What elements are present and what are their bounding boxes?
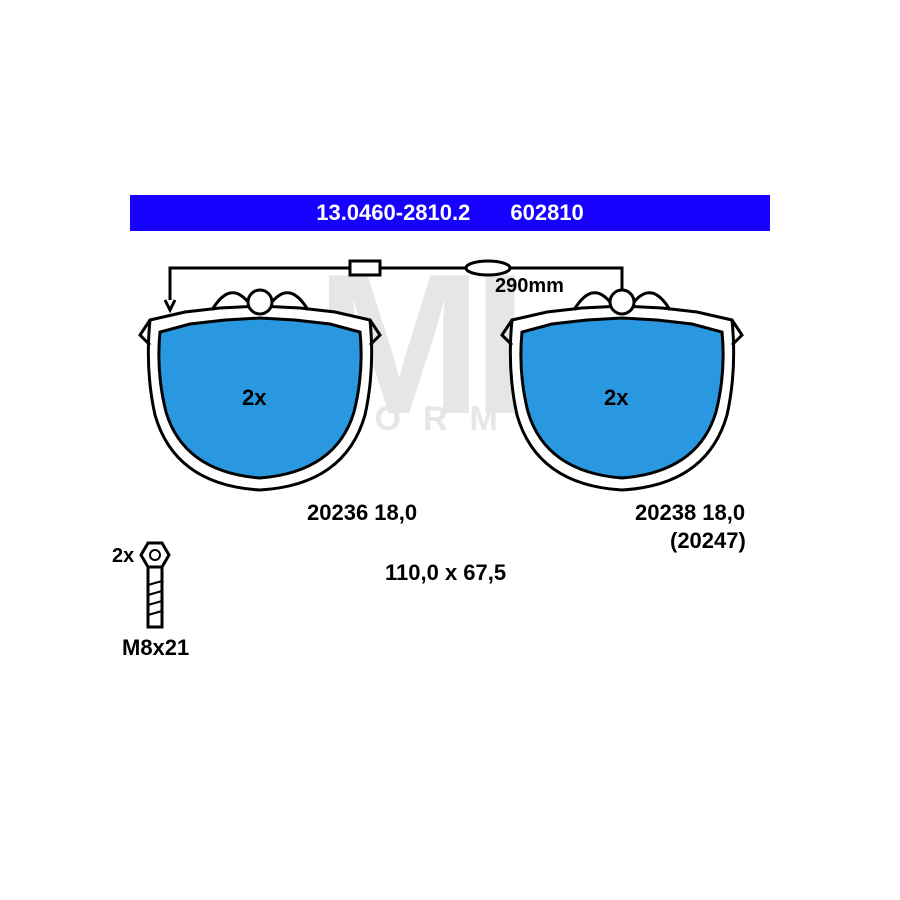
diagram-svg bbox=[0, 0, 900, 900]
bolt bbox=[141, 543, 169, 627]
dimensions-label: 110,0 x 67,5 bbox=[385, 560, 506, 586]
diagram-canvas: ML PERFORMANCE 13.0460-2810.2 602810 bbox=[0, 0, 900, 900]
bolt-spec: M8x21 bbox=[122, 635, 189, 661]
pad-left-code: 20236 18,0 bbox=[307, 500, 417, 526]
bolt-qty: 2x bbox=[112, 545, 134, 568]
wire-length-label: 290mm bbox=[495, 275, 564, 298]
pad-right-code: 20238 18,0 bbox=[635, 500, 745, 526]
pad-right-qty: 2x bbox=[604, 385, 628, 411]
pad-right-alt-code: (20247) bbox=[670, 528, 746, 554]
pad-left-qty: 2x bbox=[242, 385, 266, 411]
